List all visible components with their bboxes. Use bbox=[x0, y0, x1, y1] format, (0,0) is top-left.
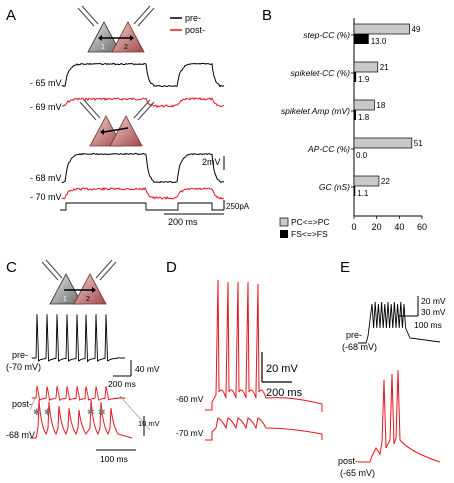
bar-pc bbox=[353, 23, 410, 35]
cell-diagram-a-top: 1 2 bbox=[77, 5, 155, 53]
panel-b-letter: B bbox=[262, 7, 272, 24]
a-top-post-voltage: - 69 mV bbox=[30, 102, 62, 112]
trace-c-post bbox=[31, 385, 126, 402]
category-label: step-CC (%) bbox=[303, 30, 350, 40]
svg-text:✱: ✱ bbox=[87, 407, 95, 417]
cell-1-label: 1 bbox=[101, 44, 105, 51]
bar-fs bbox=[354, 110, 357, 120]
scale-bar-d: 20 mV 200 ms bbox=[261, 352, 303, 399]
x-tick-label: 0 bbox=[351, 222, 356, 232]
category-label: AP-CC (%) bbox=[307, 144, 350, 154]
panel-e-letter: E bbox=[340, 259, 350, 276]
e-pre-label: pre- bbox=[346, 330, 362, 340]
bar-label-pc: 21 bbox=[380, 63, 389, 72]
x-tick-label: 40 bbox=[394, 222, 404, 232]
d-bottom-voltage: -70 mV bbox=[176, 428, 204, 438]
svg-text:✱: ✱ bbox=[98, 407, 106, 417]
panel-a-letter: A bbox=[6, 7, 16, 24]
spike-markers: ✱ ✱ ✱ ✱ bbox=[33, 407, 106, 417]
trace-e-post bbox=[358, 369, 441, 463]
trace-d-bottom bbox=[205, 417, 323, 441]
c-cell-2-label: 2 bbox=[86, 296, 90, 303]
c-pre-label: pre- bbox=[12, 350, 28, 360]
category-label: GC (nS) bbox=[319, 182, 350, 192]
bar-label-fs: 1.9 bbox=[358, 75, 370, 84]
cell-diagram-c: 1 2 bbox=[41, 259, 117, 305]
panel-d-letter: D bbox=[166, 259, 177, 276]
scale-a-current: 250pA bbox=[226, 202, 250, 211]
scale-c-time: 200 ms bbox=[108, 379, 136, 389]
bar-label-fs: 1.1 bbox=[357, 189, 369, 198]
bar-label-fs: 13.0 bbox=[371, 37, 387, 46]
bar-pc bbox=[353, 175, 380, 187]
scale-bar-c: 40 mV 200 ms 10 mV 100 ms bbox=[29, 360, 160, 464]
trace-a-bottom-pre bbox=[61, 152, 225, 184]
trace-e-pre bbox=[358, 301, 441, 344]
scale-d-voltage: 20 mV bbox=[266, 363, 298, 375]
cell-diagram-a-bottom bbox=[79, 99, 155, 147]
a-top-pre-voltage: - 65 mV bbox=[30, 78, 62, 88]
bar-label-pc: 18 bbox=[376, 101, 385, 110]
e-post-label: post- bbox=[338, 456, 358, 466]
a-bottom-post-voltage: - 70 mV bbox=[30, 192, 62, 202]
trace-a-top-pre bbox=[61, 62, 225, 88]
legend-swatch-pc bbox=[279, 217, 289, 227]
scale-e-voltage-2: 30 mV bbox=[421, 307, 446, 317]
trace-c-post-inset bbox=[30, 399, 133, 439]
category-label: spikelet-CC (%) bbox=[290, 68, 350, 78]
scale-c-inset-time: 100 ms bbox=[100, 454, 128, 464]
bar-label-pc: 49 bbox=[412, 25, 421, 34]
bar-pc bbox=[353, 61, 379, 73]
a-bottom-pre-voltage: - 68 mV bbox=[30, 173, 62, 183]
bar-label-pc: 22 bbox=[381, 177, 390, 186]
scale-a-time: 200 ms bbox=[168, 217, 198, 227]
bar-fs bbox=[354, 186, 356, 196]
bar-pc bbox=[353, 99, 375, 111]
scale-c-voltage: 40 mV bbox=[135, 364, 160, 374]
c-pre-voltage: (-70 mV) bbox=[6, 362, 41, 372]
current-step-trace bbox=[60, 202, 224, 211]
bar-fs bbox=[354, 34, 369, 44]
scale-e-time: 100 ms bbox=[414, 320, 442, 330]
cell-2-label: 2 bbox=[124, 44, 128, 51]
bar-label-fs: 1.8 bbox=[358, 113, 370, 122]
legend-label-pc: PC<=>PC bbox=[291, 217, 330, 227]
d-top-voltage: -60 mV bbox=[176, 394, 204, 404]
x-tick-label: 60 bbox=[417, 222, 427, 232]
trace-a-bottom-post bbox=[61, 186, 225, 200]
scale-c-inset-voltage: 10 mV bbox=[138, 419, 160, 428]
panel-c-letter: C bbox=[6, 259, 17, 276]
category-label: spikelet Amp (mV) bbox=[281, 106, 350, 116]
bar-pc bbox=[353, 137, 413, 149]
c-post-label: post- bbox=[12, 399, 32, 409]
c-post-voltage: -68 mV bbox=[6, 430, 35, 440]
c-cell-1-label: 1 bbox=[63, 296, 67, 303]
scale-bar-a: 2mV 250pA 200 ms bbox=[164, 156, 250, 227]
bar-chart: step-CC (%) 49 13.0 spikelet-CC (%) 21 1.9 spi… bbox=[279, 18, 427, 239]
legend-a: pre- post- bbox=[170, 13, 205, 35]
scale-e-voltage-1: 20 mV bbox=[421, 296, 446, 306]
trace-a-top-post bbox=[61, 97, 225, 109]
trace-d-top bbox=[205, 279, 323, 412]
svg-text:✱: ✱ bbox=[44, 407, 52, 417]
scale-a-voltage: 2mV bbox=[202, 157, 221, 167]
scale-d-time: 200 ms bbox=[266, 387, 303, 399]
svg-text:✱: ✱ bbox=[33, 407, 41, 417]
scale-bar-e: 20 mV 30 mV 100 ms bbox=[398, 296, 446, 330]
trace-c-pre bbox=[31, 314, 125, 363]
legend-swatch-fs bbox=[280, 230, 288, 238]
e-post-voltage: (-65 mV) bbox=[340, 468, 375, 478]
legend-post-label: post- bbox=[185, 25, 205, 35]
legend-pre-label: pre- bbox=[185, 13, 201, 23]
x-tick-label: 20 bbox=[372, 222, 382, 232]
legend-label-fs: FS<=>FS bbox=[291, 229, 328, 239]
bar-fs bbox=[354, 72, 357, 82]
e-pre-voltage: (-68 mV) bbox=[342, 342, 377, 352]
bar-label-fs: 0.0 bbox=[356, 151, 368, 160]
bar-label-pc: 51 bbox=[414, 139, 423, 148]
